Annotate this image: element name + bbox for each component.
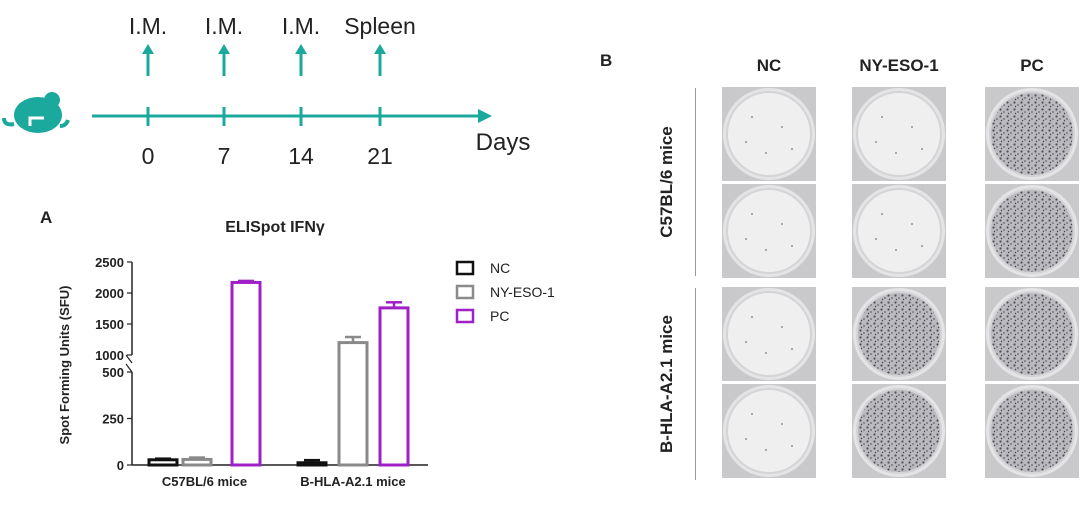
elispot-well	[722, 287, 816, 381]
elispot-well	[852, 184, 946, 278]
timeline-diagram: 0 I.M. 7 I.M. 14 I.M. 21 Spleen Days	[2, 13, 531, 169]
y-tick-label: 500	[102, 365, 124, 380]
timeline-day-label: 7	[218, 143, 231, 169]
timeline-arrowhead-up	[295, 44, 307, 54]
legend-label: NY-ESO-1	[490, 284, 555, 300]
elispot-well	[985, 184, 1079, 278]
panel-a-letter: A	[40, 208, 53, 227]
column-header: NC	[756, 56, 782, 75]
column-header: NY-ESO-1	[859, 56, 939, 75]
timeline-arrowhead-up	[374, 44, 386, 54]
timeline-arrowhead-up	[218, 44, 230, 54]
axis-break-mark	[125, 363, 133, 373]
timeline-event-label: Spleen	[344, 13, 416, 39]
mouse-icon	[2, 92, 70, 133]
y-tick-label: 1000	[95, 348, 124, 363]
legend-swatch	[455, 308, 475, 324]
timeline-day-label: 0	[142, 143, 155, 169]
y-tick-label: 250	[102, 412, 124, 427]
bar	[378, 306, 410, 467]
legend-label: PC	[490, 308, 509, 324]
timeline-arrowhead	[478, 109, 492, 123]
timeline-event-label: I.M.	[205, 13, 243, 39]
elispot-well	[985, 287, 1079, 381]
y-axis-label: Spot Forming Units (SFU)	[57, 286, 72, 445]
elispot-well	[985, 87, 1079, 181]
row-label: B-HLA-A2.1 mice	[657, 315, 676, 453]
y-tick-label: 1500	[95, 317, 124, 332]
elispot-well	[722, 87, 816, 181]
axis-break-mark	[125, 354, 133, 364]
elispot-bar-chart: ELISpot IFNγ Spot Forming Units (SFU) 0 2…	[57, 219, 555, 489]
timeline-event-label: I.M.	[129, 13, 167, 39]
bar	[296, 461, 328, 467]
panel-b-letter: B	[600, 51, 613, 70]
row-label: C57BL/6 mice	[657, 126, 676, 238]
y-tick-label: 2500	[95, 255, 124, 270]
column-header: PC	[1020, 56, 1044, 75]
timeline-day-label: 21	[367, 143, 393, 169]
bar	[181, 457, 213, 467]
elispot-well	[852, 287, 946, 381]
x-tick-label: B-HLA-A2.1 mice	[300, 474, 405, 489]
x-tick-label: C57BL/6 mice	[162, 474, 247, 489]
elispot-well	[852, 87, 946, 181]
elispot-well	[722, 384, 816, 478]
bar	[337, 341, 369, 467]
row-divider-1	[695, 88, 696, 276]
legend-swatch	[455, 284, 475, 300]
timeline-arrowhead-up	[142, 44, 154, 54]
elispot-well	[852, 384, 946, 478]
row-divider-2	[695, 288, 696, 480]
y-tick-label: 0	[117, 458, 124, 473]
legend-swatch	[455, 260, 475, 276]
bar	[147, 458, 179, 467]
elispot-well	[985, 384, 1079, 478]
elispot-well	[722, 184, 816, 278]
chart-title: ELISpot IFNγ	[225, 219, 325, 236]
timeline-day-label: 14	[288, 143, 314, 169]
y-tick-label: 2000	[95, 286, 124, 301]
legend-label: NC	[490, 260, 510, 276]
timeline-axis-label: Days	[476, 129, 531, 156]
timeline-event-label: I.M.	[282, 13, 320, 39]
bar	[230, 280, 262, 467]
